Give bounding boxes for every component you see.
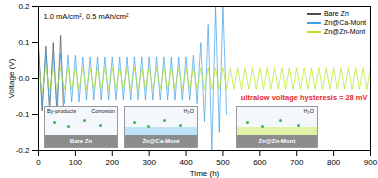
svg-text:Voltage (V): Voltage (V): [7, 58, 16, 98]
svg-text:900: 900: [364, 158, 378, 167]
svg-text:ultralow voltage hysteresis ≈: ultralow voltage hysteresis ≈ 28 mV: [241, 93, 368, 102]
svg-text:1.0 mA/cm², 0.5 mAh/cm²: 1.0 mA/cm², 0.5 mAh/cm²: [44, 12, 130, 21]
svg-text:-0.1: -0.1: [16, 110, 30, 119]
svg-text:800: 800: [327, 158, 341, 167]
html-text:Zn@Ca-Mont: Zn@Ca-Mont: [323, 19, 366, 26]
html-text:Bare Zn: Bare Zn: [69, 138, 93, 144]
svg-text:Time (h): Time (h): [190, 169, 220, 178]
html-text:Corrosion: Corrosion: [91, 108, 115, 114]
svg-text:100: 100: [69, 158, 83, 167]
svg-text:-0.2: -0.2: [16, 146, 30, 155]
svg-text:600: 600: [253, 158, 267, 167]
svg-text:700: 700: [290, 158, 304, 167]
svg-text:0: 0: [36, 158, 41, 167]
html-text:Zn@Zn-Mont: Zn@Zn-Mont: [258, 138, 296, 144]
svg-text:300: 300: [142, 158, 156, 167]
svg-text:0.1: 0.1: [18, 38, 30, 47]
svg-text:400: 400: [179, 158, 193, 167]
html-text:H₂O: H₂O: [183, 108, 194, 114]
html-text:Zn@Ca-Mont: Zn@Ca-Mont: [142, 138, 180, 144]
svg-text:0.0: 0.0: [18, 74, 30, 83]
svg-text:500: 500: [216, 158, 230, 167]
svg-text:200: 200: [106, 158, 120, 167]
html-text:Zn@Zn-Mont: Zn@Zn-Mont: [323, 28, 366, 35]
html-text:By-products: By-products: [47, 108, 77, 114]
svg-text:0.2: 0.2: [18, 2, 30, 11]
html-text:H₂O: H₂O: [303, 108, 314, 114]
html-text:Bare Zn: Bare Zn: [323, 10, 349, 17]
